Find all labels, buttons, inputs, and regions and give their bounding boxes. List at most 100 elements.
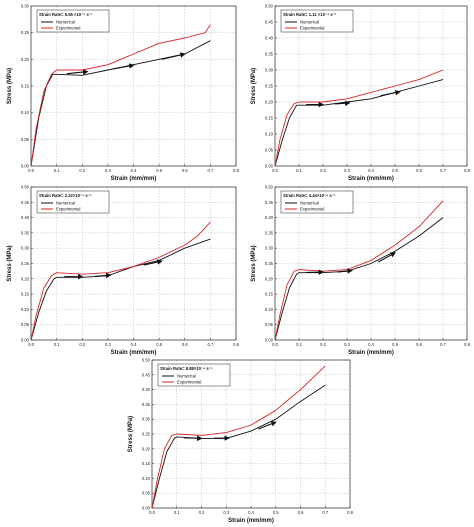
legend-title: Strain Rate= 4.44×10⁻⁴ s⁻¹: [283, 193, 336, 198]
y-tick-label: 0.05: [265, 148, 274, 153]
legend-box: [157, 363, 231, 387]
x-tick-label: 0.5: [392, 168, 398, 173]
legend-box: [36, 9, 110, 33]
x-tick-label: 0.7: [440, 168, 446, 173]
x-tick-label: 0.1: [296, 168, 302, 173]
x-tick-label: 0.5: [156, 342, 162, 347]
y-tick-label: 0.20: [142, 446, 151, 451]
x-tick-label: 0.5: [392, 342, 398, 347]
x-tick-label: 0.5: [273, 510, 279, 515]
x-tick-label: 0.2: [79, 342, 85, 347]
x-tick-label: 0.7: [440, 342, 446, 347]
chart-panel-4: 0.0 0.1 0.2 0.3 0.4 0.5 0.6 0.7 0.8 0.00 0.05 0.10 0…: [251, 185, 471, 357]
y-tick-label: 0.20: [265, 100, 274, 105]
y-tick-label: 0.15: [21, 292, 30, 297]
y-tick-label: 0.50: [142, 358, 151, 363]
annotation-arrow: [184, 435, 203, 442]
x-tick-label: 0.2: [320, 342, 326, 347]
annotation-arrow: [334, 100, 351, 106]
y-tick-label: 0.00: [142, 506, 151, 511]
legend-label-numerical: Numerical: [56, 201, 75, 206]
x-tick-label: 0.7: [322, 510, 328, 515]
y-tick-label: 0.10: [142, 476, 151, 481]
x-tick-label: 0.8: [233, 342, 239, 347]
y-tick-label: 0.10: [21, 307, 30, 312]
x-tick-label: 0.2: [320, 168, 326, 173]
chart-panel-5: 0.0 0.1 0.2 0.3 0.4 0.5 0.6 0.7 0.8 0.00 0.05 0.10 0…: [128, 358, 354, 525]
y-tick-label: 0.45: [265, 200, 274, 205]
x-tick-label: 0.4: [368, 168, 374, 173]
y-tick-label: 0.00: [265, 338, 274, 343]
x-tick-label: 0.4: [131, 168, 137, 173]
x-tick-label: 0.0: [28, 168, 34, 173]
x-tick-label: 0.3: [223, 510, 229, 515]
y-tick-label: 0.35: [142, 402, 151, 407]
x-tick-label: 0.2: [199, 510, 205, 515]
x-tick-label: 0.8: [347, 510, 353, 515]
annotation-arrow: [112, 63, 135, 70]
y-tick-label: 0.35: [265, 52, 274, 57]
y-tick-label: 0.10: [265, 307, 274, 312]
x-tick-label: 0.1: [54, 342, 60, 347]
legend-label-experimental: Experimental: [177, 380, 202, 385]
y-tick-label: 0.00: [21, 338, 30, 343]
annotation-arrow: [337, 268, 353, 274]
legend-label-experimental: Experimental: [56, 26, 81, 31]
legend-label-numerical: Numerical: [56, 20, 75, 25]
x-axis-label: Strain (mm/mm): [348, 176, 394, 182]
y-tick-label: 0.05: [265, 322, 274, 327]
y-tick-label: 0.35: [265, 230, 274, 235]
legend-title: Strain Rate= 2.22×10⁻⁴ s⁻¹: [39, 193, 92, 198]
y-tick-label: 0.30: [142, 417, 151, 422]
legend-box: [36, 190, 110, 214]
series-line-experimental: [274, 200, 444, 341]
annotation-arrow: [95, 272, 112, 279]
plot-frame: [30, 5, 237, 167]
y-tick-label: 0.15: [142, 461, 151, 466]
x-tick-label: 0.1: [296, 342, 302, 347]
x-tick-label: 0.7: [207, 168, 213, 173]
chart-panel-2: 0.0 0.1 0.2 0.3 0.4 0.5 0.6 0.7 0.8 0.00 0.05 0.10 0…: [251, 4, 471, 183]
legend-box: [280, 9, 354, 33]
annotation-arrow: [258, 421, 277, 430]
legend-label-experimental: Experimental: [56, 207, 81, 212]
y-tick-label: 0.20: [265, 276, 274, 281]
x-tick-label: 0.0: [272, 168, 278, 173]
series-line-numerical: [274, 79, 444, 167]
annotation-arrow: [143, 259, 163, 266]
legend-title: Strain Rate= 8.88×10⁻⁴ s⁻¹: [160, 366, 213, 371]
series-line-experimental: [151, 365, 326, 509]
y-tick-label: 0.50: [21, 185, 30, 190]
y-tick-label: 0.35: [21, 230, 30, 235]
x-tick-label: 0.3: [105, 342, 111, 347]
y-tick-label: 0.25: [265, 261, 274, 266]
x-tick-label: 0.2: [79, 168, 85, 173]
y-tick-label: 0.15: [21, 84, 30, 89]
x-tick-label: 0.1: [54, 168, 60, 173]
legend-label-numerical: Numerical: [300, 201, 319, 206]
y-tick-label: 0.30: [265, 68, 274, 73]
y-axis-label: Stress (MPa): [7, 245, 13, 281]
x-tick-label: 0.6: [416, 168, 422, 173]
x-axis-label: Strain (mm/mm): [111, 176, 157, 182]
annotation-arrow: [66, 69, 89, 75]
y-tick-label: 0.40: [265, 36, 274, 41]
x-tick-label: 0.3: [105, 168, 111, 173]
x-tick-label: 0.0: [28, 342, 34, 347]
x-tick-label: 0.0: [272, 342, 278, 347]
y-tick-label: 0.20: [21, 57, 30, 62]
y-tick-label: 0.05: [21, 137, 30, 142]
legend-title: Strain Rate= 5.55 ×10⁻⁵ s⁻¹: [39, 12, 93, 17]
chart-panel-3: 0.0 0.1 0.2 0.3 0.4 0.5 0.6 0.7 0.8 0.00 0.05 0.10 0…: [7, 185, 240, 357]
y-tick-label: 0.30: [21, 246, 30, 251]
annotation-arrow: [161, 52, 186, 60]
y-tick-label: 0.45: [142, 372, 151, 377]
y-tick-label: 0.30: [265, 246, 274, 251]
y-tick-label: 0.50: [265, 4, 274, 9]
chart-panel-1: 0.0 0.1 0.2 0.3 0.4 0.5 0.6 0.7 0.8 0.00 0.05 0.10 0…: [7, 4, 240, 183]
x-tick-label: 0.6: [416, 342, 422, 347]
x-tick-label: 0.4: [248, 510, 254, 515]
y-tick-label: 0.00: [21, 164, 30, 169]
plot-frame: [151, 359, 351, 509]
legend-label-experimental: Experimental: [300, 207, 325, 212]
